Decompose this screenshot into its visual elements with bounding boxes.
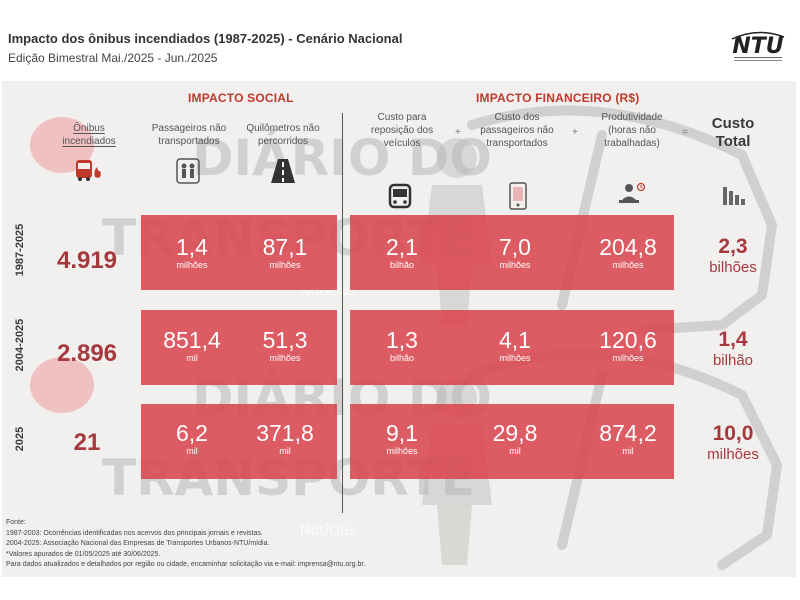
col-label-quilometros: Quilômetros não percorridos — [246, 123, 320, 147]
produtividade-cell: 120,6 milhões — [588, 327, 668, 364]
produtividade-value: 874,2 — [599, 420, 657, 446]
onibus-value: 4.919 — [56, 247, 118, 274]
social-band-row-2 — [141, 310, 337, 385]
section-divider — [342, 113, 343, 513]
custo-veiculos-unit: bilhão — [389, 353, 415, 363]
custo-passageiros-cell: 7,0 milhões — [475, 234, 555, 271]
custo-total-unit: milhões — [707, 446, 759, 463]
footer-line-3: *Valores apurados de 01/05/2025 até 30/0… — [6, 550, 161, 558]
custo-veiculos-unit: bilhão — [389, 260, 415, 270]
produtividade-value: 120,6 — [599, 327, 657, 353]
custo-total-cell: 10,0 milhões — [692, 422, 774, 464]
road-icon — [269, 157, 297, 190]
row-label: 1987-2025 — [14, 223, 26, 277]
custo-total-unit: bilhões — [709, 259, 757, 276]
onibus-value: 21 — [73, 429, 101, 456]
burning-bus-icon — [74, 157, 102, 188]
declining-chart-icon — [720, 183, 748, 212]
quilometros-value: 51,3 — [262, 327, 308, 353]
source-footer: Fonte: 1987-2003: Ocorrências identifica… — [6, 518, 365, 571]
plus-operator-2: + — [572, 127, 578, 138]
custo-passageiros-cell: 4,1 milhões — [475, 327, 555, 364]
quilometros-cell: 371,8 mil — [242, 420, 328, 457]
custo-passageiros-value: 4,1 — [499, 327, 531, 353]
section-impacto-financeiro: IMPACTO FINANCEIRO (R$) — [476, 91, 640, 105]
col-label-onibus: Ônibus incendiados — [62, 123, 116, 147]
mobile-ticket-icon — [507, 181, 529, 216]
page-subtitle: Edição Bimestral Mai./2025 - Jun./2025 — [8, 51, 218, 65]
passageiros-cell: 6,2 mil — [152, 420, 232, 457]
social-band-row-1 — [141, 215, 337, 290]
quilometros-unit: milhões — [269, 353, 301, 363]
col-label-custo-passageiros: Custo dos passageiros não transportados — [480, 112, 554, 149]
col-label-produtividade: Produtividade (horas não trabalhadas) — [601, 112, 663, 149]
footer-line-2: 2004-2025: Associação Nacional das Empre… — [6, 540, 270, 547]
produtividade-cell: 204,8 milhões — [588, 234, 668, 271]
bus-icon — [386, 183, 414, 216]
section-impacto-social: IMPACTO SOCIAL — [188, 91, 294, 105]
quilometros-cell: 87,1 milhões — [245, 234, 325, 271]
passageiros-unit: milhões — [176, 260, 208, 270]
produtividade-unit: milhões — [612, 260, 644, 270]
passageiros-cell: 1,4 milhões — [152, 234, 232, 271]
custo-passageiros-unit: milhões — [499, 353, 531, 363]
custo-total-value: 1,4 — [718, 328, 748, 351]
page-title: Impacto dos ônibus incendiados (1987-202… — [8, 31, 403, 46]
custo-passageiros-value: 7,0 — [499, 234, 531, 260]
custo-veiculos-value: 2,1 — [386, 234, 418, 260]
custo-passageiros-value: 29,8 — [492, 420, 538, 446]
passageiros-value: 6,2 — [176, 420, 208, 446]
quilometros-cell: 51,3 milhões — [245, 327, 325, 364]
financial-band-row-3 — [350, 404, 674, 479]
passageiros-value: 851,4 — [163, 327, 221, 353]
custo-total-value: 2,3 — [718, 235, 748, 258]
infographic-card: Impacto dos ônibus incendiados (1987-202… — [2, 25, 796, 577]
onibus-value: 2.896 — [56, 340, 118, 367]
produtividade-unit: milhões — [612, 353, 644, 363]
header: Impacto dos ônibus incendiados (1987-202… — [2, 25, 796, 81]
custo-total-value: 10,0 — [712, 422, 754, 445]
row-label: 2025 — [14, 426, 26, 452]
custo-passageiros-cell: 29,8 mil — [475, 420, 555, 457]
custo-veiculos-value: 9,1 — [386, 420, 418, 446]
worker-computer-icon — [616, 181, 646, 214]
custo-veiculos-cell: 1,3 bilhão — [362, 327, 442, 364]
footer-fonte: Fonte: — [6, 519, 26, 526]
quilometros-unit: mil — [279, 446, 291, 456]
custo-veiculos-value: 1,3 — [386, 327, 418, 353]
footer-line-4: Para dados atualizados e detalhados por … — [6, 561, 366, 568]
plus-operator-1: + — [455, 127, 461, 138]
row-label: 2004-2025 — [14, 318, 26, 372]
passageiros-value: 1,4 — [176, 234, 208, 260]
footer-line-1: 1987-2003: Ocorrências identificadas nos… — [6, 529, 263, 537]
custo-total-cell: 1,4 bilhão — [692, 328, 774, 370]
custo-total-cell: 2,3 bilhões — [692, 235, 774, 277]
custo-passageiros-unit: mil — [509, 446, 521, 456]
financial-band-row-2 — [350, 310, 674, 385]
ntu-logo: NTU — [726, 29, 790, 63]
produtividade-value: 204,8 — [599, 234, 657, 260]
passageiros-cell: 851,4 mil — [148, 327, 236, 364]
custo-total-unit: bilhão — [712, 352, 754, 369]
equals-operator: = — [682, 127, 688, 138]
custo-veiculos-cell: 9,1 milhões — [362, 420, 442, 457]
produtividade-cell: 874,2 mil — [588, 420, 668, 457]
passageiros-unit: mil — [186, 446, 198, 456]
ntu-logo-text: NTU — [732, 34, 783, 59]
quilometros-value: 371,8 — [256, 420, 314, 446]
col-label-custo-total: Custo Total — [711, 115, 755, 150]
passageiros-unit: mil — [186, 353, 198, 363]
quilometros-value: 87,1 — [262, 234, 308, 260]
quilometros-unit: milhões — [269, 260, 301, 270]
col-label-custo-veiculos: Custo para reposição dos veículos — [370, 112, 434, 149]
financial-band-row-1 — [350, 215, 674, 290]
passengers-icon — [174, 157, 202, 190]
social-band-row-3 — [141, 404, 337, 479]
custo-passageiros-unit: milhões — [499, 260, 531, 270]
col-label-passageiros: Passageiros não transportados — [151, 123, 227, 147]
produtividade-unit: mil — [622, 446, 634, 456]
custo-veiculos-unit: milhões — [386, 446, 418, 456]
custo-veiculos-cell: 2,1 bilhão — [362, 234, 442, 271]
watermark-decoration: DIÁRIO DO TRANSPORTE DIÁRIO DO TRANSPORT… — [30, 105, 782, 570]
